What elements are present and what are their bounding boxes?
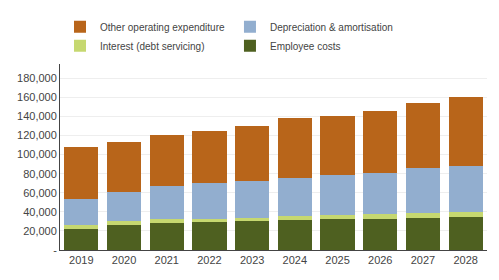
svg-text:2021: 2021 <box>155 254 179 266</box>
svg-text:20,000: 20,000 <box>23 225 57 237</box>
svg-text:40,000: 40,000 <box>23 206 57 218</box>
svg-text:2024: 2024 <box>283 254 307 266</box>
svg-text:2026: 2026 <box>368 254 392 266</box>
svg-text:140,000: 140,000 <box>17 110 57 122</box>
svg-text:2019: 2019 <box>69 254 93 266</box>
svg-text:120,000: 120,000 <box>17 129 57 141</box>
svg-text:2020: 2020 <box>112 254 136 266</box>
svg-text:100,000: 100,000 <box>17 148 57 160</box>
svg-text:2028: 2028 <box>453 254 477 266</box>
svg-text:Other operating expenditure: Other operating expenditure <box>100 22 225 33</box>
svg-text:60,000: 60,000 <box>23 187 57 199</box>
svg-text:160,000: 160,000 <box>17 91 57 103</box>
svg-text:Depreciation & amortisation: Depreciation & amortisation <box>270 22 393 33</box>
svg-text:180,000: 180,000 <box>17 72 57 84</box>
svg-text:Employee costs: Employee costs <box>270 41 341 52</box>
svg-text:2023: 2023 <box>240 254 264 266</box>
svg-text:Interest (debt servicing): Interest (debt servicing) <box>100 41 205 52</box>
svg-text:2025: 2025 <box>325 254 349 266</box>
svg-text:-: - <box>53 244 57 256</box>
svg-text:2027: 2027 <box>411 254 435 266</box>
svg-text:80,000: 80,000 <box>23 168 57 180</box>
svg-text:2022: 2022 <box>197 254 221 266</box>
